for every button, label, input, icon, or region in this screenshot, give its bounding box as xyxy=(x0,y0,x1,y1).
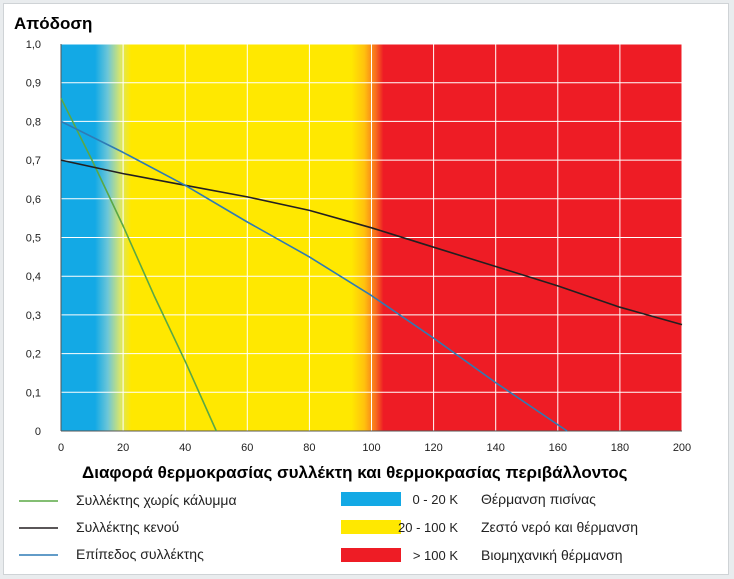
x-tick-label: 120 xyxy=(424,442,442,454)
y-tick-label: 0,6 xyxy=(26,194,41,206)
x-tick-label: 160 xyxy=(549,442,567,454)
x-tick-label: 0 xyxy=(58,442,64,454)
y-tick-label: 0 xyxy=(35,426,41,438)
x-tick-label: 60 xyxy=(241,442,253,454)
y-tick-label: 0,4 xyxy=(26,271,41,283)
x-axis-label: Διαφορά θερμοκρασίας συλλέκτη και θερμοκ… xyxy=(82,463,628,482)
legend-series-label: Συλλέκτης κενού xyxy=(76,519,179,535)
y-tick-label: 0,8 xyxy=(26,116,41,128)
legend-band-label: Βιομηχανική θέρμανση xyxy=(481,547,623,563)
legend-swatch-band-1 xyxy=(341,520,401,534)
y-tick-label: 0,1 xyxy=(26,387,41,399)
x-tick-label: 40 xyxy=(179,442,191,454)
legend-series-label: Συλλέκτης χωρίς κάλυμμα xyxy=(76,492,237,508)
x-tick-label: 180 xyxy=(611,442,629,454)
series-line-1 xyxy=(60,159,683,326)
legend-band-range: > 100 K xyxy=(413,548,459,563)
legend-swatch-band-2 xyxy=(341,548,401,562)
legend-band-range: 20 - 100 K xyxy=(398,520,458,535)
x-tick-label: 80 xyxy=(303,442,315,454)
x-tick-label: 140 xyxy=(487,442,505,454)
legend-swatch-band-0 xyxy=(341,492,401,506)
y-tick-label: 0,9 xyxy=(26,78,41,90)
series-line-0 xyxy=(60,97,218,432)
y-tick-label: 0,5 xyxy=(26,233,41,245)
y-axis-label: Απόδοση xyxy=(14,14,92,33)
legend-series-label: Επίπεδος συλλέκτης xyxy=(76,546,204,562)
x-tick-label: 200 xyxy=(673,442,691,454)
legend-band-range: 0 - 20 K xyxy=(412,492,458,507)
legend-band-label: Θέρμανση πισίνας xyxy=(481,491,596,507)
x-tick-label: 20 xyxy=(117,442,129,454)
y-tick-label: 0,2 xyxy=(26,349,41,361)
y-tick-label: 0,7 xyxy=(26,155,41,167)
y-tick-label: 1,0 xyxy=(26,39,41,51)
y-tick-label: 0,3 xyxy=(26,310,41,322)
series-line-2 xyxy=(60,120,568,432)
legend-band-label: Ζεστό νερό και θέρμανση xyxy=(481,519,638,535)
x-tick-label: 100 xyxy=(362,442,380,454)
